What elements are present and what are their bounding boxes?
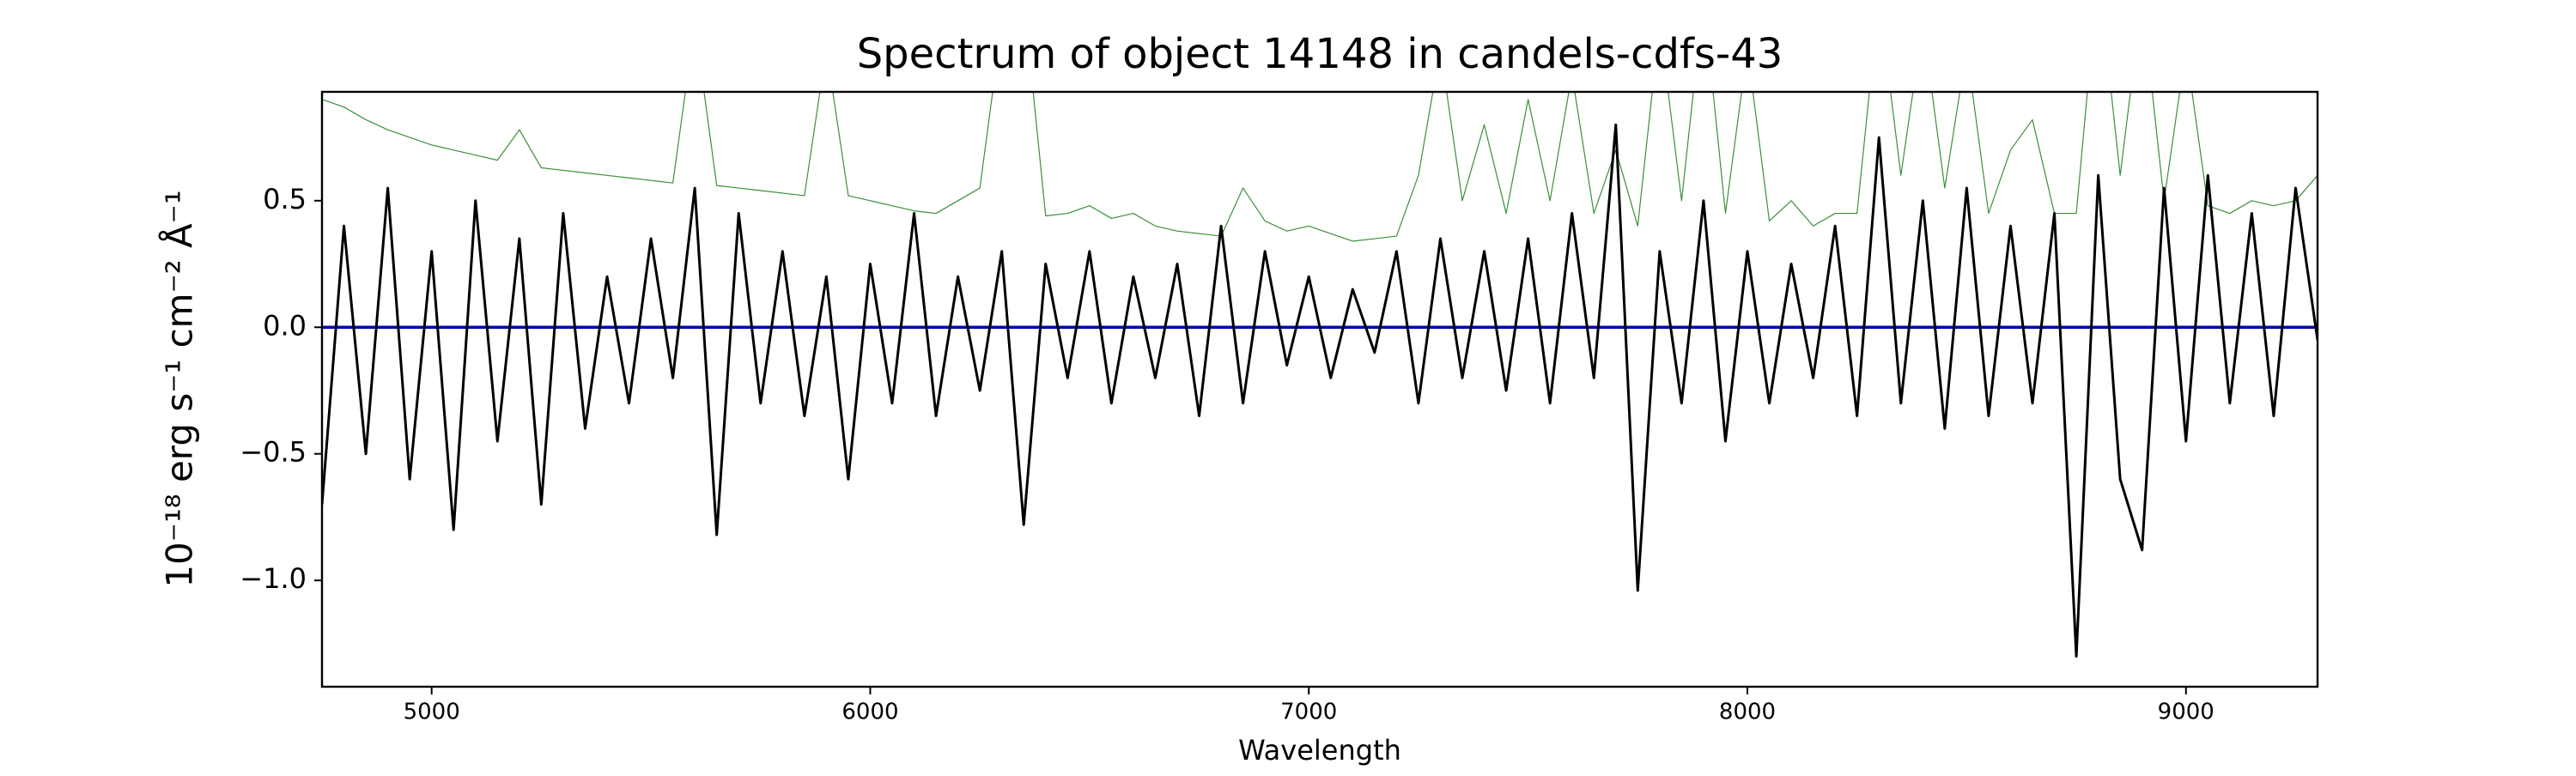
spectrum-line bbox=[322, 123, 2318, 658]
x-tick-label: 8000 bbox=[1719, 700, 1776, 725]
x-tick-label: 7000 bbox=[1280, 700, 1337, 725]
x-axis-label: Wavelength bbox=[1238, 734, 1401, 767]
y-tick-label: 0.0 bbox=[263, 309, 307, 342]
y-axis-label: 10⁻¹⁸ erg s⁻¹ cm⁻² Å⁻¹ bbox=[158, 190, 201, 587]
x-tick-label: 9000 bbox=[2158, 700, 2215, 725]
spectrum-line bbox=[322, 92, 2318, 242]
y-tick-label: −1.0 bbox=[240, 562, 307, 595]
plot-area bbox=[322, 92, 2318, 658]
x-tick-label: 5000 bbox=[404, 700, 460, 725]
plot-frame bbox=[320, 90, 2319, 688]
y-tick-label: 0.5 bbox=[263, 183, 307, 215]
y-tick-label: −0.5 bbox=[240, 436, 307, 469]
x-tick-label: 6000 bbox=[841, 700, 898, 725]
chart-title: Spectrum of object 14148 in candels-cdfs… bbox=[857, 30, 1783, 78]
